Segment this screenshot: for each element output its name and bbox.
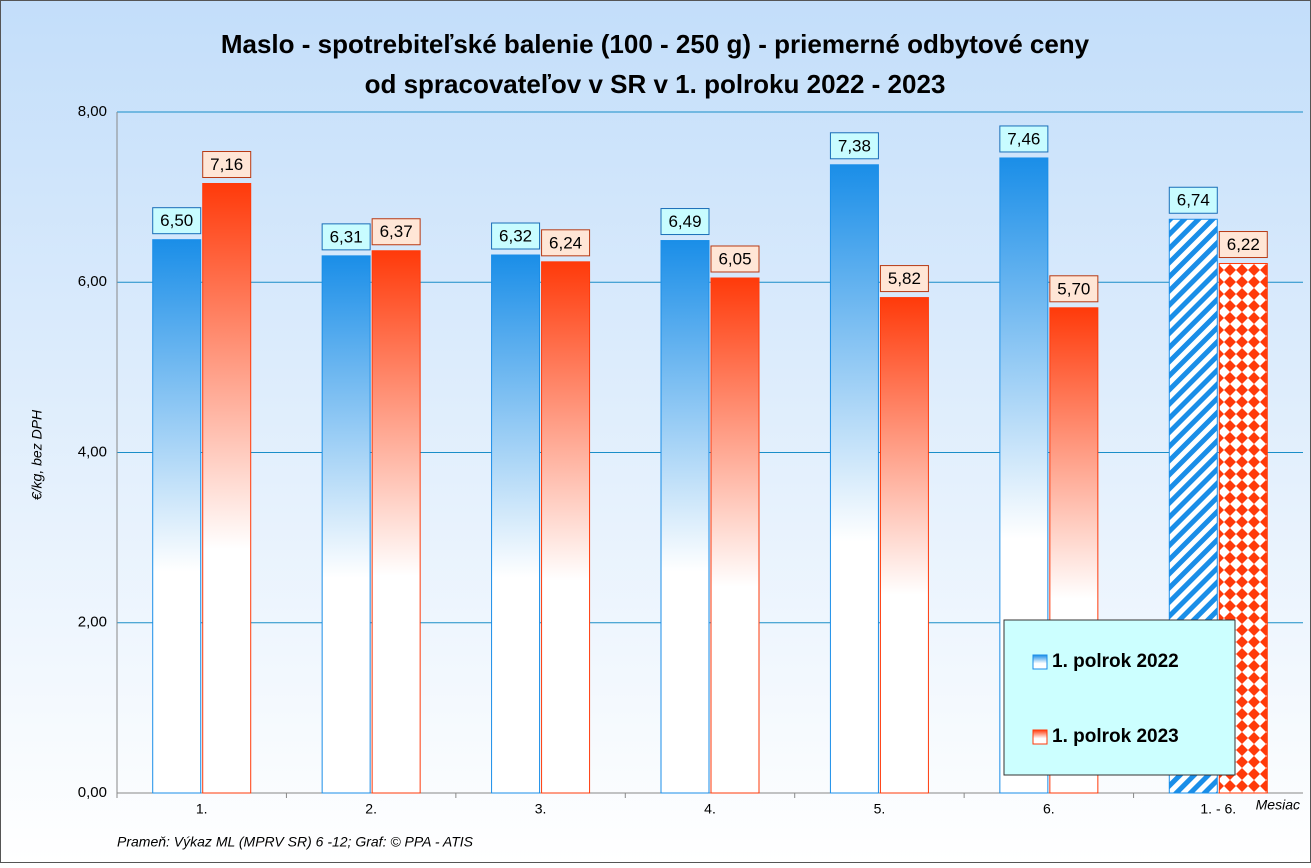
value-label: 7,16 [210, 155, 243, 174]
value-label: 7,46 [1007, 129, 1040, 148]
x-tick-label: 3. [535, 801, 547, 817]
value-label-box [321, 223, 371, 251]
x-tick-label: 1. - 6. [1200, 801, 1236, 817]
value-label: 6,32 [499, 226, 532, 245]
value-label: 6,05 [718, 249, 751, 268]
y-tick-label: 4,00 [78, 443, 107, 460]
x-tick-label: 1. [196, 801, 208, 817]
legend-swatch [1032, 729, 1048, 745]
value-label-box [1049, 275, 1099, 303]
source-note: Prameň: Výkaz ML (MPRV SR) 6 -12; Graf: … [117, 834, 474, 850]
value-label: 6,24 [549, 233, 582, 252]
bar [321, 255, 371, 794]
value-label-box [152, 207, 202, 235]
y-tick-label: 6,00 [78, 273, 107, 290]
value-label: 6,74 [1177, 191, 1210, 210]
value-label-box [1168, 186, 1218, 214]
y-tick-label: 8,00 [78, 103, 107, 120]
bar [710, 277, 760, 794]
value-label: 6,37 [380, 222, 413, 241]
value-label-box [999, 125, 1049, 153]
x-axis-label: Mesiac [1256, 797, 1300, 813]
value-label: 6,31 [330, 227, 363, 246]
y-tick-label: 0,00 [78, 784, 107, 801]
value-label-box [202, 151, 252, 179]
value-label-box [710, 245, 760, 273]
value-label: 5,82 [888, 269, 921, 288]
chart-title: Maslo - spotrebiteľské balenie (100 - 25… [221, 29, 1090, 59]
legend-box [1003, 619, 1236, 776]
bar [879, 297, 929, 794]
legend-label: 1. polrok 2022 [1052, 651, 1179, 672]
bar [829, 164, 879, 794]
value-label-box [491, 222, 541, 250]
bar [371, 250, 421, 794]
x-tick-label: 5. [874, 801, 886, 817]
bar [541, 261, 591, 794]
value-label-box [829, 132, 879, 160]
value-label-box [879, 265, 929, 293]
bar [152, 239, 202, 794]
x-tick-label: 2. [365, 801, 377, 817]
value-label: 5,70 [1057, 279, 1090, 298]
value-label: 6,50 [160, 211, 193, 230]
x-tick-label: 4. [704, 801, 716, 817]
bar [660, 240, 710, 794]
bar [491, 254, 541, 794]
value-label-box [660, 208, 710, 236]
bar [1218, 263, 1268, 794]
value-label-box [371, 218, 421, 246]
bar [202, 183, 252, 794]
chart-title: od spracovateľov v SR v 1. polroku 2022 … [365, 69, 946, 99]
y-tick-label: 2,00 [78, 614, 107, 631]
value-label-box [541, 229, 591, 257]
x-tick-label: 6. [1043, 801, 1055, 817]
value-label: 7,38 [838, 136, 871, 155]
y-axis-label: €/kg, bez DPH [29, 409, 45, 500]
legend-label: 1. polrok 2023 [1052, 726, 1179, 747]
legend-swatch [1032, 654, 1048, 670]
value-label-box [1218, 231, 1268, 259]
value-label: 6,49 [668, 212, 701, 231]
value-label: 6,22 [1227, 235, 1260, 254]
